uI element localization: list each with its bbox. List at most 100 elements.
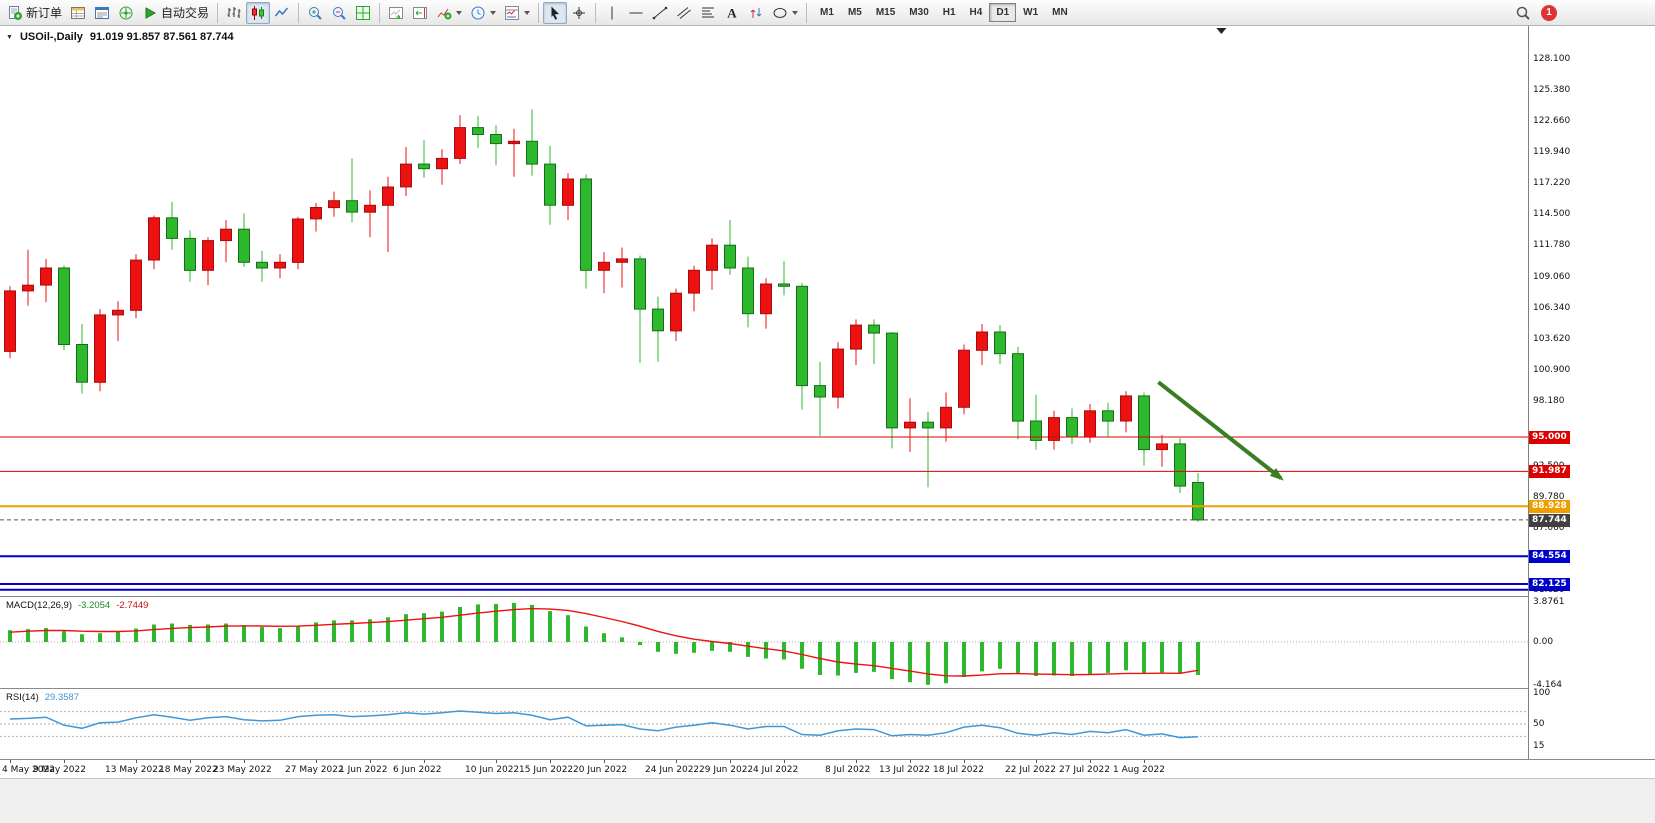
bar-chart-button[interactable] <box>222 2 246 24</box>
auto-scroll-icon <box>388 5 404 21</box>
arrows-button[interactable] <box>744 2 768 24</box>
dropdown-caret-icon <box>792 10 799 15</box>
one-click-trading-toggle-icon[interactable]: ▼ <box>6 33 13 41</box>
macd-panel-canvas[interactable] <box>0 597 1528 688</box>
timeframe-m1-button[interactable]: M1 <box>813 3 841 22</box>
periods-button[interactable] <box>466 2 500 24</box>
ohlc-values: 91.019 91.857 87.561 87.744 <box>89 31 234 43</box>
date-tick <box>496 760 497 763</box>
date-axis-label: 15 Jun 2022 <box>519 765 574 775</box>
trend-arrow-annotation[interactable] <box>1157 380 1284 481</box>
candlestick-chart-button[interactable] <box>246 1 271 24</box>
date-axis-label: 29 Jun 2022 <box>699 765 754 775</box>
rsi-axis-label: 100 <box>1533 688 1551 698</box>
trendline-icon <box>652 5 668 21</box>
timeframe-m30-button[interactable]: M30 <box>902 3 935 22</box>
timeframe-h4-button[interactable]: H4 <box>963 3 990 22</box>
price-badge-88.928: 88.928 <box>1529 500 1570 514</box>
new-order-button-label: 新订单 <box>26 6 63 20</box>
date-axis-label: 18 May 2022 <box>159 765 218 775</box>
panel-divider[interactable] <box>0 759 1655 760</box>
toolbar-separator <box>595 2 597 23</box>
macd-axis-label: -4.164 <box>1533 679 1563 690</box>
new-order-icon <box>7 5 23 21</box>
indicators-button[interactable] <box>432 2 466 24</box>
zoom-in-button[interactable] <box>303 2 327 24</box>
trendline-button[interactable] <box>648 2 672 24</box>
date-axis-label: 9 May 2022 <box>33 765 86 775</box>
cursor-button[interactable] <box>543 1 568 24</box>
date-axis-label: 22 Jul 2022 <box>1005 765 1056 775</box>
price-axis-label: 89.780 <box>1533 491 1565 502</box>
market-watch-button[interactable] <box>66 2 90 24</box>
chart-shift-marker-icon[interactable] <box>1216 28 1227 34</box>
navigator-button[interactable] <box>114 2 138 24</box>
tile-windows-button[interactable] <box>351 2 375 24</box>
auto-scroll-button[interactable] <box>384 2 408 24</box>
zoom-out-button[interactable] <box>327 2 351 24</box>
timeframe-w1-button[interactable]: W1 <box>1016 3 1045 22</box>
channel-button[interactable] <box>672 2 696 24</box>
date-axis-label: 6 Jun 2022 <box>393 765 442 775</box>
market-watch-icon <box>70 5 86 21</box>
price-axis-label: 103.620 <box>1533 333 1571 344</box>
notification-badge[interactable]: 1 <box>1541 4 1557 21</box>
date-tick <box>316 760 317 763</box>
macd-axis-label: 3.8761 <box>1533 597 1565 608</box>
text-button[interactable]: A <box>720 2 744 24</box>
date-tick <box>964 760 965 763</box>
panel-divider[interactable] <box>0 596 1655 597</box>
date-axis-label: 13 Jul 2022 <box>879 765 930 775</box>
timeframe-m5-button[interactable]: M5 <box>841 3 869 22</box>
date-axis-label: 8 Jul 2022 <box>825 765 871 775</box>
macd-value: -3.2054 <box>78 600 111 611</box>
chart-shift-button[interactable] <box>408 2 432 24</box>
toolbar: 新订单 自动交易 A M1 M5 M15 M30 H1 H4 D1 W1 MN 1 <box>0 0 1655 26</box>
search-button[interactable] <box>1511 2 1535 24</box>
text-icon: A <box>724 5 740 21</box>
timeframe-m15-button[interactable]: M15 <box>869 3 902 22</box>
line-chart-button[interactable] <box>270 2 294 24</box>
timeframe-mn-button[interactable]: MN <box>1045 3 1075 22</box>
date-axis-label: 4 May 2022 <box>2 765 55 775</box>
rsi-title: RSI(14) <box>6 692 39 703</box>
autotrading-button[interactable]: 自动交易 <box>138 2 213 24</box>
main-chart-canvas[interactable] <box>0 26 1528 596</box>
horizontal-line-button[interactable] <box>624 2 648 24</box>
price-axis-label: 128.100 <box>1533 54 1571 65</box>
rsi-panel-canvas[interactable] <box>0 689 1528 759</box>
templates-button[interactable] <box>500 2 534 24</box>
date-tick <box>604 760 605 763</box>
timeframe-h1-button[interactable]: H1 <box>936 3 963 22</box>
line-chart-icon <box>274 5 290 21</box>
rsi-axis-label: 50 <box>1533 719 1545 729</box>
arrows-icon <box>748 5 764 21</box>
data-window-button[interactable] <box>90 2 114 24</box>
date-axis[interactable]: 4 May 2022 9 May 2022 13 May 2022 18 May 20… <box>0 760 1655 778</box>
price-axis[interactable]: 128.100 125.380 122.660 119.940 117.220 114.5… <box>1528 26 1655 759</box>
macd-signal-value: -2.7449 <box>116 600 149 611</box>
shapes-button[interactable] <box>768 2 802 24</box>
rsi-value: 29.3587 <box>44 692 80 703</box>
date-axis-label: 27 May 2022 <box>285 765 344 775</box>
vertical-line-button[interactable] <box>600 2 624 24</box>
price-badge-84.554: 84.554 <box>1529 550 1570 564</box>
price-axis-label: 119.940 <box>1533 147 1571 158</box>
clock-icon <box>470 5 486 21</box>
bottom-strip <box>0 778 1655 823</box>
panel-divider[interactable] <box>0 688 1655 689</box>
shapes-icon <box>772 5 788 21</box>
new-order-button[interactable]: 新订单 <box>3 2 66 24</box>
date-axis-label: 24 Jun 2022 <box>645 765 700 775</box>
timeframe-d1-button[interactable]: D1 <box>989 3 1017 22</box>
date-axis-label: 10 Jun 2022 <box>465 765 520 775</box>
svg-text:A: A <box>727 5 737 20</box>
date-axis-label: 23 May 2022 <box>213 765 272 775</box>
fibonacci-button[interactable] <box>696 2 720 24</box>
crosshair-button[interactable] <box>567 2 591 24</box>
candlestick-chart-icon <box>250 5 266 21</box>
date-axis-label: 27 Jul 2022 <box>1059 765 1110 775</box>
symbol-period: USOil-,Daily <box>19 31 83 43</box>
toolbar-separator <box>538 2 540 23</box>
dropdown-caret-icon <box>524 10 531 15</box>
